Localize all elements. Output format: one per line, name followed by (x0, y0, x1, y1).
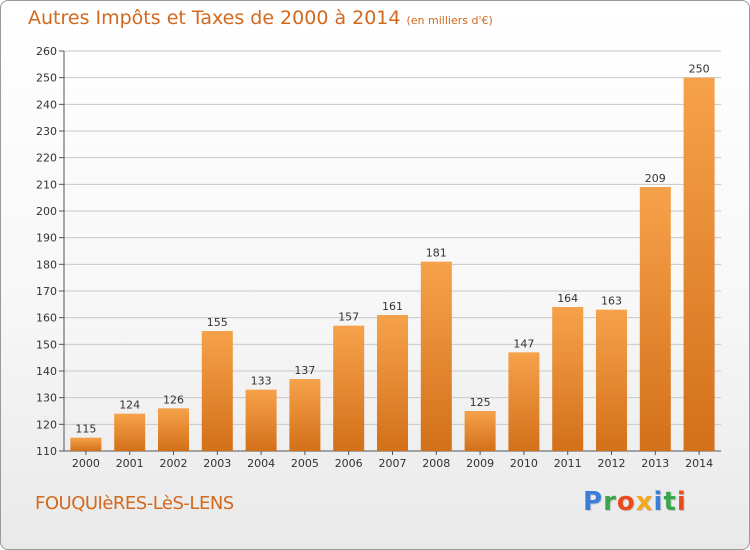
bar-2006 (333, 325, 365, 451)
y-tick-label: 160 (36, 312, 57, 325)
x-tick-label: 2001 (116, 457, 144, 470)
y-tick-label: 140 (36, 365, 57, 378)
bar-2004 (245, 389, 277, 451)
logo-letter: i (676, 487, 687, 517)
bars (70, 77, 715, 452)
x-tick-label: 2000 (72, 457, 100, 470)
y-tick-label: 240 (36, 98, 57, 111)
logo-letter: P (583, 487, 604, 517)
x-tick-label: 2013 (641, 457, 669, 470)
bar-2009 (464, 411, 496, 451)
logo-letter: i (653, 487, 664, 517)
title-row: Autres Impôts et Taxes de 2000 à 2014 (en… (28, 7, 493, 29)
bar-2001 (114, 413, 146, 451)
value-label: 209 (645, 172, 666, 185)
y-tick-label: 150 (36, 338, 57, 351)
y-tick-label: 180 (36, 258, 57, 271)
x-tick-label: 2009 (466, 457, 494, 470)
bar-2005 (289, 379, 321, 451)
y-tick-label: 230 (36, 125, 57, 138)
bar-2014 (683, 77, 715, 452)
logo-letter: x (635, 487, 654, 517)
value-label: 133 (251, 375, 272, 388)
value-label: 163 (601, 295, 622, 308)
x-tick-label: 2011 (554, 457, 582, 470)
x-tick-label: 2010 (510, 457, 538, 470)
x-tick-label: 2012 (598, 457, 626, 470)
y-tick-label: 210 (36, 178, 57, 191)
value-label: 181 (426, 247, 447, 260)
x-tick-label: 2005 (291, 457, 319, 470)
value-label: 126 (163, 393, 184, 406)
chart-title: Autres Impôts et Taxes de 2000 à 2014 (28, 7, 401, 29)
y-tick-label: 190 (36, 232, 57, 245)
value-label: 250 (689, 63, 710, 76)
y-tick-label: 220 (36, 152, 57, 165)
bar-2008 (420, 261, 452, 451)
logo-letter: r (603, 487, 617, 517)
logo-letter: o (616, 487, 636, 517)
bar-2011 (552, 307, 584, 451)
bar-2010 (508, 352, 540, 451)
y-tick-label: 170 (36, 285, 57, 298)
commune-name: FOUQUIèRES-LèS-LENS (35, 493, 234, 514)
y-tick-label: 200 (36, 205, 57, 218)
y-axis-ticks: 110 120 130 140 150 160 170 180 190 200 210 220 230 2… (36, 45, 64, 458)
x-tick-label: 2002 (160, 457, 188, 470)
value-label: 124 (119, 399, 140, 412)
bar-2012 (596, 309, 627, 451)
x-axis-ticks: 2000 2001 2002 2003 2004 2005 2006 2007 2008 2009… (72, 451, 713, 470)
x-tick-label: 2007 (379, 457, 407, 470)
value-label: 164 (557, 292, 578, 305)
bar-2002 (158, 408, 189, 451)
value-label: 157 (338, 311, 359, 324)
bar-2013 (639, 187, 671, 451)
bar-2007 (377, 315, 408, 451)
y-tick-label: 120 (36, 418, 57, 431)
logo-letter: t (663, 487, 677, 517)
y-tick-label: 110 (36, 445, 57, 458)
value-label: 155 (207, 316, 228, 329)
x-tick-label: 2003 (203, 457, 231, 470)
proxiti-logo: Proxiti (583, 487, 687, 517)
chart-subtitle: (en milliers d'€) (406, 14, 493, 27)
x-tick-label: 2006 (335, 457, 363, 470)
bar-2000 (70, 437, 102, 451)
value-label: 137 (294, 364, 315, 377)
value-label: 125 (470, 396, 491, 409)
y-tick-label: 250 (36, 72, 57, 85)
y-tick-label: 130 (36, 392, 57, 405)
x-tick-label: 2004 (247, 457, 275, 470)
value-labels: 115 124 126 155 133 137 157 161 181 125 147 164 163 2… (75, 63, 709, 436)
y-tick-label: 260 (36, 45, 57, 58)
bar-2003 (201, 331, 233, 451)
value-label: 115 (75, 423, 96, 436)
value-label: 147 (513, 337, 534, 350)
x-tick-label: 2008 (422, 457, 450, 470)
value-label: 161 (382, 300, 403, 313)
x-tick-label: 2014 (685, 457, 713, 470)
